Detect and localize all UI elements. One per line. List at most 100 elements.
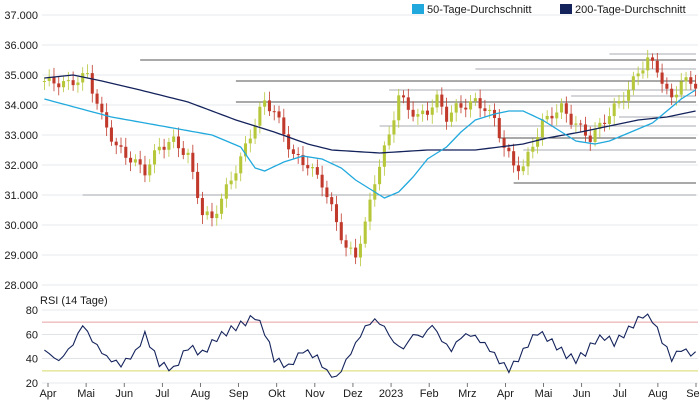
candle-body xyxy=(497,118,501,139)
candle-body xyxy=(162,146,166,150)
x-tick-label: Jul xyxy=(613,388,627,400)
x-tick-label: Mai xyxy=(535,388,553,400)
candle-body xyxy=(52,76,56,84)
legend-sma50-swatch xyxy=(412,4,424,14)
candle-body xyxy=(536,137,540,147)
candle-body xyxy=(258,106,262,126)
candle-body xyxy=(157,146,161,151)
candle-body xyxy=(306,165,310,169)
candle-body xyxy=(62,81,66,88)
candle-body xyxy=(655,60,659,73)
candle-body xyxy=(397,95,401,121)
candle-body xyxy=(650,57,655,61)
candle-body xyxy=(488,109,492,112)
x-tick-label: 2023 xyxy=(379,388,403,400)
candle-body xyxy=(684,77,688,82)
candle-body xyxy=(200,198,204,216)
candle-body xyxy=(315,167,319,175)
candle-body xyxy=(670,88,674,98)
candle-body xyxy=(660,72,664,84)
candle-body xyxy=(330,197,334,205)
candle-body xyxy=(152,150,157,165)
candle-body xyxy=(196,171,200,199)
candle-body xyxy=(287,134,291,150)
price-tick-label: 31.000 xyxy=(4,190,38,202)
legend: 50-Tage-Durchschnitt 200-Tage-Durchschni… xyxy=(412,4,686,16)
x-tick-label: Okt xyxy=(268,388,285,400)
candle-body xyxy=(593,128,597,142)
candle-body xyxy=(354,247,358,258)
candle-body xyxy=(325,187,329,198)
candle-body xyxy=(689,77,693,84)
candle-body xyxy=(607,116,611,124)
legend-sma200-label: 200-Tage-Durchschnitt xyxy=(575,4,686,16)
x-tick-label: Jun xyxy=(573,388,591,400)
x-tick-label: Apr xyxy=(497,388,514,400)
candle-body xyxy=(574,123,578,125)
candle-body xyxy=(473,98,477,102)
candle-body xyxy=(124,146,128,158)
x-axis-month-labels: Apr Mai Jun Jul Aug Sep Okt Nov Dez 2023 Feb Mrz Apr… xyxy=(39,383,700,400)
candle-body xyxy=(507,147,511,152)
x-tick-label: Sep xyxy=(229,388,249,400)
candle-body xyxy=(267,100,271,112)
x-tick-label: Aug xyxy=(191,388,211,400)
candle-body xyxy=(449,112,453,122)
candle-body xyxy=(296,153,300,155)
candle-body xyxy=(42,81,46,82)
candle-body xyxy=(105,112,109,128)
candle-body xyxy=(406,97,410,110)
candle-body xyxy=(349,247,353,249)
x-tick-label: Aug xyxy=(648,388,668,400)
candle-body xyxy=(382,145,386,167)
price-y-tick-labels: 28.000 29.000 30.000 31.000 32.000 33.000 34.0… xyxy=(4,10,38,292)
x-tick-label: Mai xyxy=(77,388,95,400)
candle-body xyxy=(85,73,90,75)
candle-body xyxy=(445,106,449,122)
candle-body xyxy=(612,103,616,117)
candle-body xyxy=(143,164,147,176)
candle-body xyxy=(311,167,315,169)
candle-body xyxy=(392,120,396,135)
candle-body xyxy=(454,103,458,113)
candle-body xyxy=(95,93,99,104)
candle-body xyxy=(186,152,190,155)
candle-body xyxy=(694,83,698,89)
price-tick-label: 36.000 xyxy=(4,40,38,52)
candle-body xyxy=(679,81,683,95)
candle-body xyxy=(564,103,568,114)
price-tick-label: 32.000 xyxy=(4,160,38,172)
candle-body xyxy=(464,107,468,110)
x-tick-label: Nov xyxy=(305,388,325,400)
candle-body xyxy=(416,114,420,117)
rsi-tick-label: 80 xyxy=(26,305,38,317)
candle-body xyxy=(579,123,583,125)
price-tick-label: 33.000 xyxy=(4,130,38,142)
rsi-panel-label: RSI (14 Tage) xyxy=(40,295,108,307)
candle-body xyxy=(291,149,295,154)
x-tick-label: Jul xyxy=(155,388,169,400)
candle-body xyxy=(100,103,104,113)
candle-body xyxy=(478,98,482,109)
candle-body xyxy=(210,211,214,219)
candle-body xyxy=(469,101,473,110)
candle-body xyxy=(622,100,626,102)
candle-body xyxy=(76,82,80,86)
candle-body xyxy=(272,111,276,113)
candle-body xyxy=(603,122,607,124)
candle-body xyxy=(358,243,362,258)
candle-body xyxy=(526,151,530,167)
candle-body xyxy=(588,135,592,142)
candle-body xyxy=(109,127,113,142)
candle-body xyxy=(172,136,176,142)
legend-sma50-label: 50-Tage-Durchschnitt xyxy=(427,4,532,16)
price-tick-label: 30.000 xyxy=(4,220,38,232)
candle-body xyxy=(148,164,152,176)
candle-body xyxy=(435,94,439,108)
price-tick-label: 34.000 xyxy=(4,100,38,112)
candle-body xyxy=(545,115,549,120)
candle-body xyxy=(641,70,645,74)
candle-body xyxy=(220,198,224,214)
candle-body xyxy=(459,103,463,108)
candle-body xyxy=(646,57,650,71)
